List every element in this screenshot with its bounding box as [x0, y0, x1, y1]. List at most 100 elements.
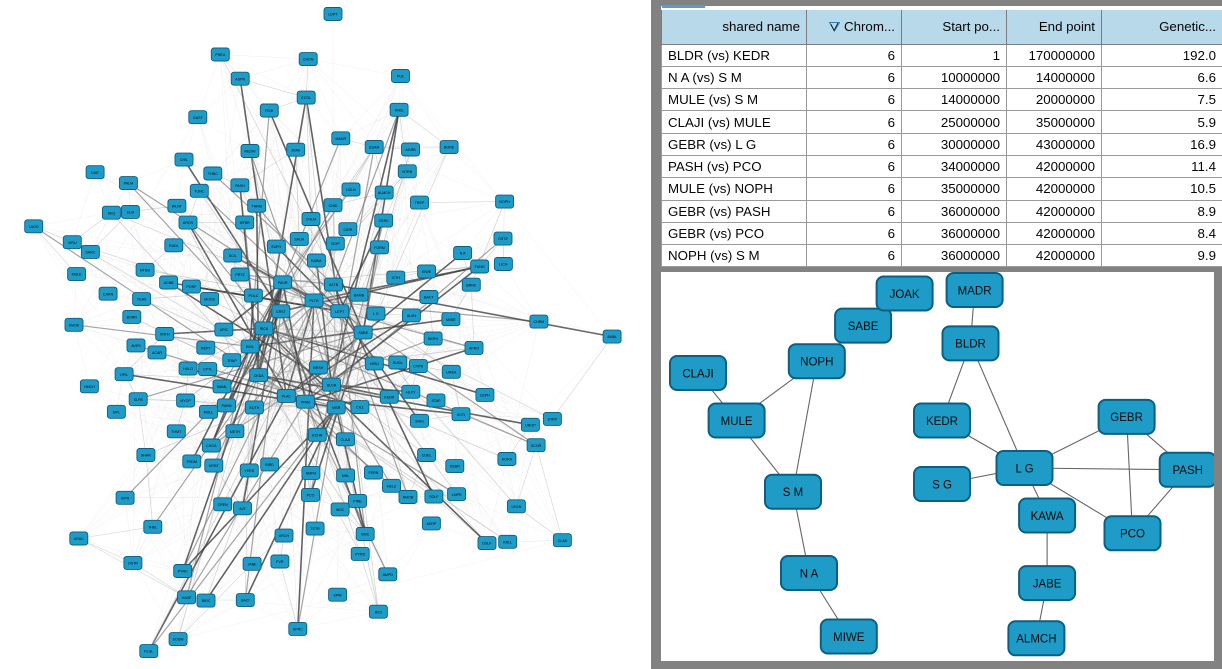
- svg-text:CRST: CRST: [276, 310, 287, 314]
- svg-text:KRLL: KRLL: [503, 540, 512, 544]
- svg-text:BRSH: BRSH: [313, 366, 323, 370]
- svg-text:BACI: BACI: [241, 599, 249, 603]
- svg-text:ISOP: ISOP: [331, 242, 340, 246]
- svg-text:CERC: CERC: [379, 219, 390, 223]
- svg-text:L G: L G: [1015, 463, 1033, 475]
- svg-text:NTSM: NTSM: [140, 268, 150, 272]
- svg-text:NOPH: NOPH: [499, 200, 510, 204]
- svg-text:FLGL: FLGL: [144, 650, 153, 654]
- svg-text:INSC: INSC: [336, 508, 345, 512]
- svg-text:CREN: CREN: [218, 503, 229, 507]
- svg-text:PINE: PINE: [353, 500, 362, 504]
- svg-text:CLAJI: CLAJI: [341, 438, 351, 442]
- svg-text:AJY: AJY: [239, 507, 246, 511]
- svg-text:PCO: PCO: [307, 494, 315, 498]
- svg-text:THMT: THMT: [171, 430, 182, 434]
- svg-text:MOSS: MOSS: [204, 298, 215, 302]
- svg-text:BRNC: BRNC: [466, 283, 477, 287]
- svg-text:TREP: TREP: [415, 201, 425, 205]
- svg-text:ACTI: ACTI: [457, 413, 465, 417]
- svg-text:BORR: BORR: [127, 316, 138, 320]
- svg-text:MOLL: MOLL: [204, 410, 214, 414]
- svg-text:KIWE: KIWE: [422, 270, 432, 274]
- svg-text:HELZ: HELZ: [387, 484, 397, 488]
- svg-text:SPIR: SPIR: [333, 593, 342, 597]
- svg-text:WLNT: WLNT: [172, 204, 183, 208]
- svg-text:KEDR: KEDR: [926, 416, 958, 428]
- svg-text:COEL: COEL: [422, 454, 432, 458]
- svg-text:CIRR: CIRR: [344, 228, 353, 232]
- svg-text:CLAD: CLAD: [558, 539, 568, 543]
- svg-text:PAUR: PAUR: [278, 281, 288, 285]
- svg-text:OPIL: OPIL: [120, 373, 128, 377]
- svg-text:PLAC: PLAC: [282, 395, 292, 399]
- svg-text:PASH: PASH: [1172, 465, 1202, 477]
- svg-text:STRP: STRP: [548, 418, 558, 422]
- svg-text:REPT: REPT: [201, 346, 211, 350]
- svg-text:AGRB: AGRB: [405, 148, 416, 152]
- svg-text:HAGF: HAGF: [182, 596, 193, 600]
- svg-text:L G: L G: [373, 312, 379, 316]
- svg-text:EUGL: EUGL: [393, 361, 403, 365]
- svg-text:SARC: SARC: [85, 251, 95, 255]
- svg-text:LMPR: LMPR: [452, 493, 462, 497]
- svg-text:HIRU: HIRU: [370, 362, 379, 366]
- svg-text:AMBL: AMBL: [607, 335, 617, 339]
- svg-text:BIRC: BIRC: [202, 599, 211, 603]
- svg-text:MIWE: MIWE: [833, 632, 865, 644]
- svg-text:RICK: RICK: [260, 327, 269, 331]
- svg-text:SABE: SABE: [848, 321, 879, 333]
- svg-text:PLE: PLE: [397, 75, 404, 79]
- svg-text:SHIG: SHIG: [415, 419, 424, 423]
- svg-text:AMOE: AMOE: [69, 323, 80, 327]
- svg-text:FUNG: FUNG: [475, 265, 485, 269]
- svg-text:MYBT: MYBT: [209, 464, 220, 468]
- svg-text:LEPT: LEPT: [335, 310, 345, 314]
- svg-text:FERN: FERN: [369, 471, 379, 475]
- svg-text:BLDR: BLDR: [327, 383, 337, 387]
- svg-text:CHLM: CHLM: [306, 218, 316, 222]
- svg-text:GAST: GAST: [193, 116, 204, 120]
- svg-text:ALMCH: ALMCH: [378, 191, 391, 195]
- svg-text:KORA: KORA: [502, 458, 513, 462]
- svg-text:SALM: SALM: [294, 238, 304, 242]
- svg-text:CEPH: CEPH: [480, 394, 490, 398]
- svg-text:FISH: FISH: [265, 109, 274, 113]
- svg-text:EUTH: EUTH: [250, 406, 260, 410]
- svg-text:ICTH: ICTH: [392, 276, 401, 280]
- svg-text:BCIL: BCIL: [229, 254, 237, 258]
- svg-text:MADR: MADR: [958, 285, 992, 297]
- svg-text:EUAR: EUAR: [369, 146, 379, 150]
- svg-text:YEAS: YEAS: [137, 298, 147, 302]
- svg-text:LAGO: LAGO: [29, 225, 39, 229]
- svg-text:CHOA: CHOA: [206, 444, 217, 448]
- svg-text:CHRM: CHRM: [534, 320, 545, 324]
- svg-text:BIVL: BIVL: [246, 345, 254, 349]
- svg-text:VIRU: VIRU: [68, 241, 77, 245]
- svg-text:SOLF: SOLF: [429, 495, 439, 499]
- svg-text:XIPH: XIPH: [121, 496, 130, 500]
- svg-text:NTRB: NTRB: [402, 170, 412, 174]
- svg-text:HZLN: HZLN: [346, 188, 356, 192]
- svg-text:MIWE: MIWE: [446, 318, 456, 322]
- svg-text:CNID: CNID: [329, 204, 338, 208]
- svg-text:CYPR: CYPR: [413, 365, 423, 369]
- svg-text:JOAK: JOAK: [291, 148, 301, 152]
- svg-text:TUNC: TUNC: [194, 189, 204, 193]
- svg-text:LDPT: LDPT: [328, 13, 338, 17]
- svg-text:BAMB: BAMB: [354, 293, 365, 297]
- svg-text:HMCH: HMCH: [84, 385, 95, 389]
- svg-text:PYRC: PYRC: [178, 570, 188, 574]
- svg-text:PSEU: PSEU: [215, 53, 225, 57]
- svg-text:BKRH: BKRH: [428, 337, 438, 341]
- svg-text:THRM: THRM: [252, 204, 262, 208]
- svg-text:ALMCH: ALMCH: [1016, 634, 1056, 646]
- svg-text:SHAR: SHAR: [141, 454, 151, 458]
- svg-text:GEBR: GEBR: [1110, 412, 1143, 424]
- svg-text:NOPH: NOPH: [800, 357, 833, 369]
- svg-text:ELM: ELM: [127, 211, 134, 215]
- svg-text:YERS: YERS: [244, 469, 254, 473]
- svg-text:SCOR: SCOR: [531, 444, 542, 448]
- svg-text:AMPD: AMPD: [383, 573, 394, 577]
- svg-text:RADL: RADL: [169, 244, 179, 248]
